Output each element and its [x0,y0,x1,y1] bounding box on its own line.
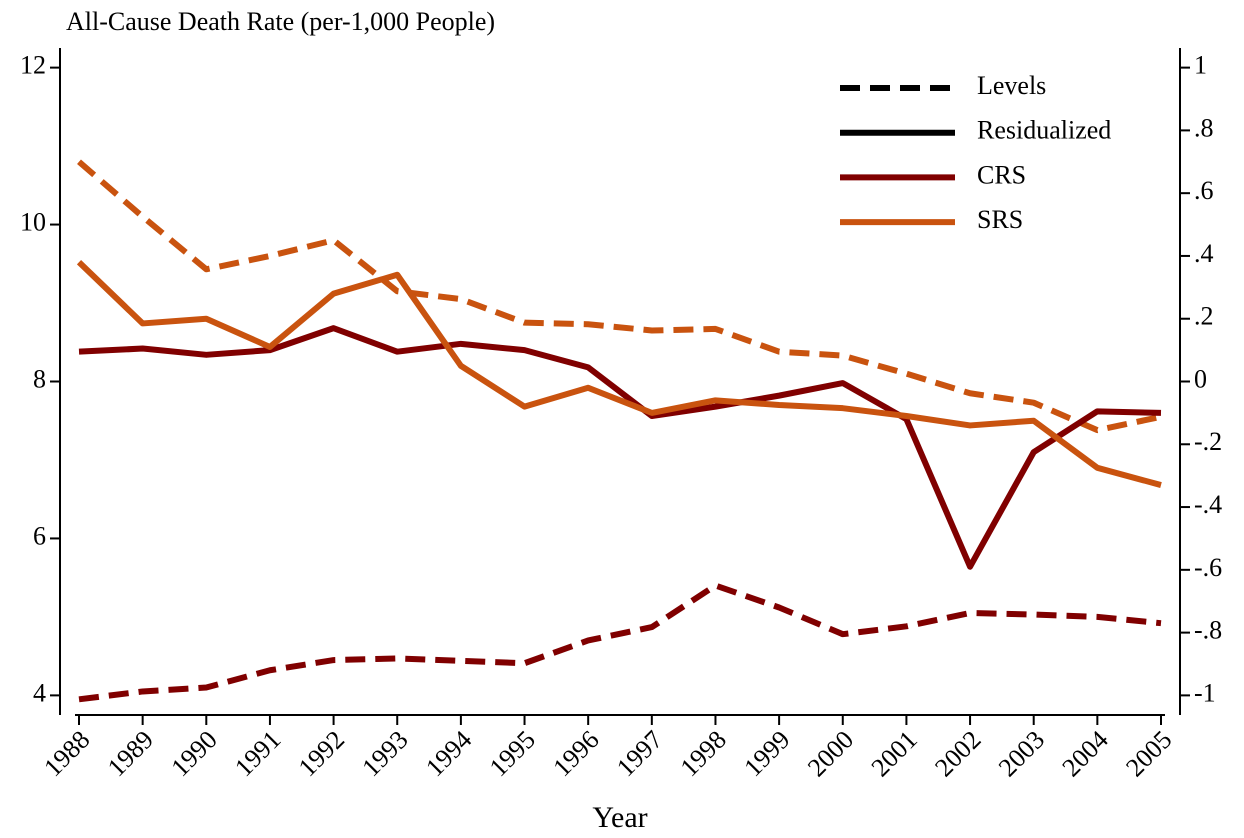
y2-tick-label: 1 [1194,51,1207,80]
y2-tick-label: .6 [1194,176,1214,205]
x-tick-label: 1995 [484,725,541,782]
chart-title: All-Cause Death Rate (per-1,000 People) [66,7,495,36]
y2-tick-label: .8 [1194,113,1214,142]
x-tick-label: 1996 [547,725,604,782]
legend-label: CRS [977,160,1026,189]
x-tick-label: 1994 [420,725,477,782]
x-tick-label: 2004 [1057,725,1114,782]
x-tick-label: 1997 [611,725,668,782]
y2-tick-label: -1 [1194,678,1216,707]
x-tick-label: 1989 [102,725,159,782]
y2-tick-label: -.4 [1194,490,1222,519]
series-line [78,325,1162,570]
y2-tick-label: .2 [1194,302,1214,331]
x-tick-label: 1999 [738,725,795,782]
y2-tick-label: -.6 [1194,553,1222,582]
x-tick-label: 1993 [356,725,413,782]
series-line [76,260,1162,488]
x-tick-label: 2003 [993,725,1050,782]
x-tick-label: 2005 [1120,725,1177,782]
legend-label: Residualized [977,116,1111,145]
x-tick-label: 2002 [929,725,986,782]
legend-label: Levels [977,71,1046,100]
x-tick-label: 2001 [866,725,923,782]
series-line [78,582,1162,703]
y-tick-label: 12 [20,51,46,80]
y2-tick-label: 0 [1194,364,1207,393]
series-line [77,159,1162,434]
x-tick-label: 1998 [675,725,732,782]
y-tick-label: 6 [33,521,46,550]
y-tick-label: 10 [20,208,46,237]
legend-label: SRS [977,205,1023,234]
x-tick-label: 2000 [802,725,859,782]
y2-tick-label: -.2 [1194,427,1222,456]
y2-tick-label: .4 [1194,239,1214,268]
x-axis-label: Year [592,801,647,834]
x-tick-label: 1990 [165,725,222,782]
x-tick-label: 1992 [293,725,350,782]
y2-tick-label: -.8 [1194,616,1222,645]
x-tick-label: 1991 [229,725,286,782]
y-tick-label: 4 [33,678,46,707]
y-tick-label: 8 [33,364,46,393]
x-tick-label: 1988 [38,725,95,782]
